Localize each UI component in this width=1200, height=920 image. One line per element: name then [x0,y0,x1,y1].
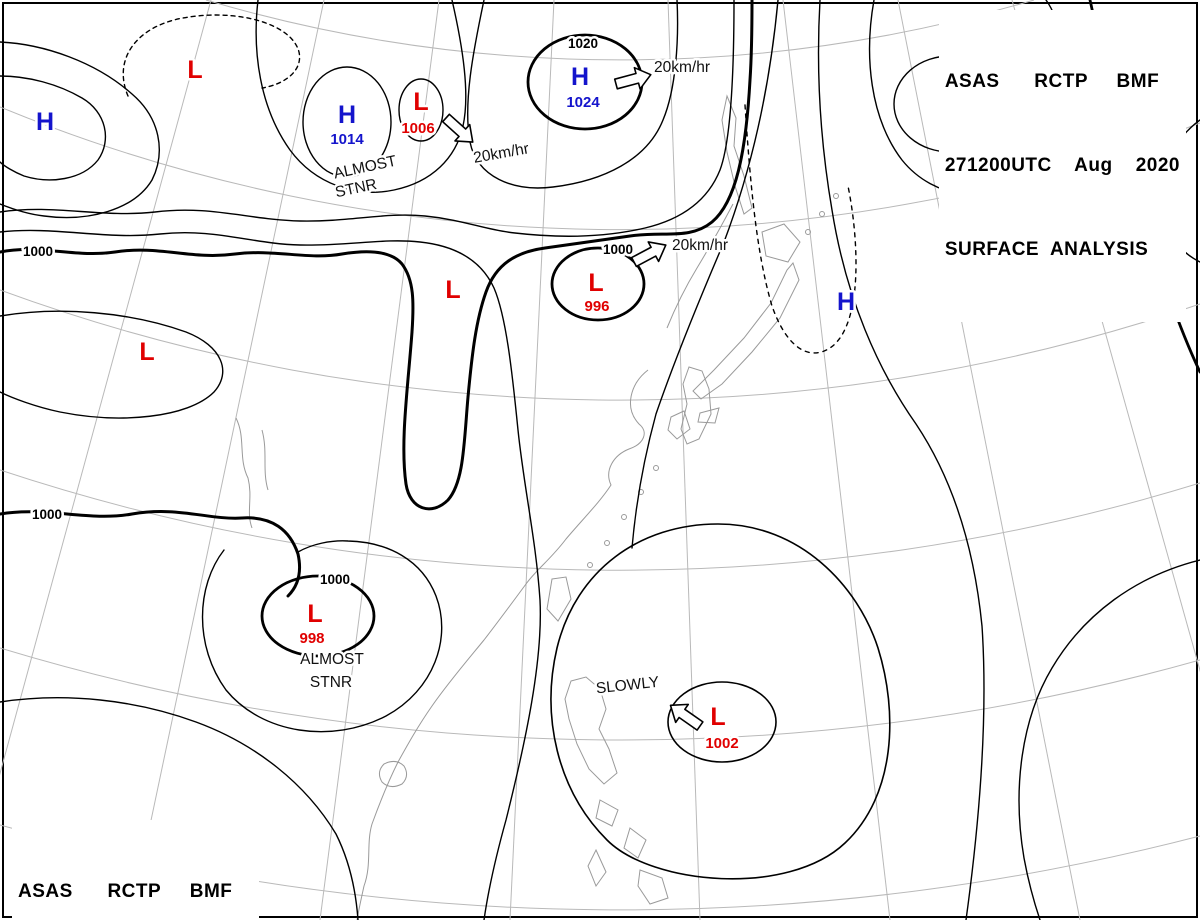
graticule-parallel [0,647,1200,741]
isobar-northwest-envelope [255,0,467,193]
annotation-almost-south: ALMOST [300,651,364,668]
high-symbol-1014: H [338,101,356,129]
isobar-l1006-cell [398,78,444,142]
coastline-mindanao [637,869,669,905]
low-value-1006: 1006 [401,120,434,137]
isobar-northeast-flow [631,0,779,549]
coastline-shikoku [697,407,720,424]
coastline-korea [680,366,712,445]
annotation-stnr-south: STNR [310,674,352,691]
analysis-type-line: SURFACE ANALYSIS [944,239,1149,260]
isobar-westerly-2-south [0,229,542,920]
graticule-meridian [667,0,701,920]
graticule-meridian [0,0,212,776]
high-value-1014: 1014 [330,131,364,148]
annotation-speed-nw: 20km/hr [472,140,530,166]
low-value-996: 996 [584,298,609,315]
high-symbol-japan-sea: H [837,288,855,316]
coastline-luzon [564,676,618,785]
low-symbol-central: L [445,276,460,304]
isobar-1000-southwest [0,510,302,598]
low-value-998: 998 [299,630,324,647]
isobar-west-low-cell [0,310,224,419]
high-symbol-1024: H [571,63,589,91]
product-id-line: ASAS RCTP BMF [18,881,233,902]
graticule-meridian [782,0,891,920]
isobar-label-1000-west: 1000 [23,244,53,259]
movement-arrow-l996-icon [628,234,672,273]
isobar-east-long [817,0,985,920]
low-symbol-west: L [139,338,154,366]
coastline-kuril-island [805,229,811,235]
isobar-trough-east [744,104,857,354]
coastline-taiwan [546,576,572,622]
coastline-ryukyu-island [604,540,610,546]
graticule-parallel [205,0,1035,61]
isobar-h1024-outer [466,0,679,189]
coastline-philippine-island [623,827,647,859]
coastline-hainan [378,760,408,788]
coastline-hokkaido [761,223,801,263]
isobar-l1002-cell [667,681,777,763]
isobar-west-high-outer [0,41,160,219]
isobar-westerly-1 [0,0,735,237]
product-id-line: ASAS RCTP BMF [944,71,1160,92]
high-value-1024: 1024 [566,94,600,111]
coastline-ryukyu-island [587,562,593,568]
coastline-river [261,429,269,491]
coastline-sakhalin [721,94,753,215]
isobar-southeast [1018,559,1200,920]
graticule-parallel [0,469,1200,571]
coastline-kuril-island [819,211,825,217]
isobar-1000-main [0,0,754,511]
low-symbol-996: L [588,269,603,297]
isobar-1000-l996-cell [550,246,646,322]
graticule-meridian [319,0,440,920]
coastline-primorye [666,203,734,329]
datetime-line: 271200UTC Aug 2020 [944,155,1180,176]
isobar-label-1020-top: 1020 [568,36,598,51]
high-symbol-west: H [36,108,54,136]
isobar-label-1000-mid: 1000 [603,242,633,257]
low-symbol-1006: L [413,88,428,116]
coastline-river [235,417,253,529]
chart-id-block-bottom-left: ASAS RCTP BMF 271200UTC Aug 2020 SURFACE… [12,820,260,920]
coastline-philippine-island [595,799,619,827]
coastline-honshu [692,262,800,400]
isobar-trough-northwest [122,14,301,97]
movement-arrow-h1024-icon [612,63,655,96]
coastline-ryukyu-island [621,514,627,520]
annotation-speed-sea-japan: 20km/hr [672,237,728,254]
isobar-label-1000-southwest: 1000 [32,507,62,522]
coastlines [235,94,839,920]
low-symbol-northwest: L [187,56,202,84]
isobar-south-low-envelope [550,523,891,880]
annotation-slowly: SLOWLY [595,674,660,698]
isobar-west-high-inner [0,75,107,181]
annotation-speed-ne: 20km/hr [654,59,710,76]
isobar-1000-l998-cell [260,574,376,658]
annotations: ALMOST STNR 20km/hr 20km/hr 20km/hr ALMO… [298,57,731,700]
movement-arrow-l1002-icon [663,695,708,736]
coastline-kuril-island [833,193,839,199]
coastline-philippine-island [587,848,607,888]
isobar-l998-outer [201,540,443,733]
low-symbol-998: L [307,600,322,628]
graticule-parallel [0,289,1200,401]
chart-id-block-top-right: ASAS RCTP BMF 271200UTC Aug 2020 SURFACE… [938,10,1186,322]
low-value-1002: 1002 [705,735,738,752]
low-symbol-1002: L [710,703,725,731]
coastline-kyushu [667,410,691,440]
movement-arrow-nw-icon [437,109,481,152]
graticule-meridian [509,0,555,920]
graticule-meridian [897,0,1081,920]
isobar-southwest-flow [0,697,359,920]
coastline-china [356,369,649,920]
isobar-label-1000-l998: 1000 [320,572,350,587]
coastline-ryukyu-island [653,465,659,471]
isobar-h1014-cell [302,66,392,178]
